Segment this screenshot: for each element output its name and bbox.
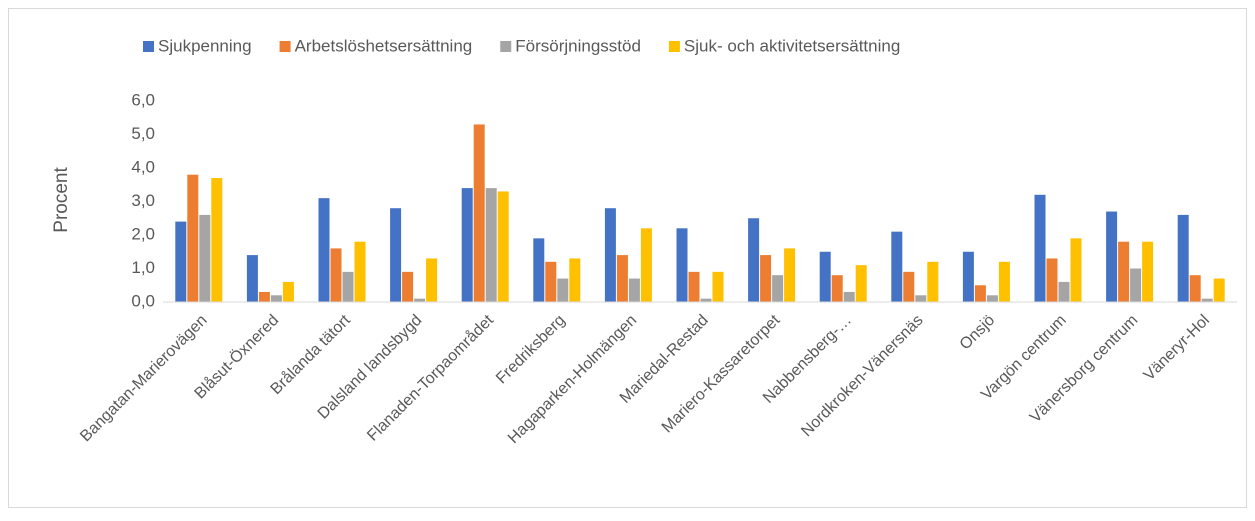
- bar: [282, 281, 294, 302]
- bar: [1118, 241, 1130, 302]
- bar: [616, 255, 628, 302]
- bar: [700, 298, 712, 302]
- bar: [1046, 258, 1058, 302]
- legend-swatch: [500, 41, 512, 52]
- bar: [1142, 241, 1154, 302]
- bar: [1106, 211, 1118, 302]
- bar: [175, 221, 187, 302]
- bar: [1201, 298, 1213, 302]
- bar: [772, 275, 784, 302]
- bar: [819, 251, 831, 302]
- bar: [1130, 268, 1142, 302]
- bar: [748, 218, 760, 302]
- bar: [1058, 281, 1070, 302]
- bar: [604, 208, 616, 302]
- bar: [1189, 275, 1201, 302]
- bar: [831, 275, 843, 302]
- bar: [485, 188, 497, 302]
- bar: [402, 271, 414, 302]
- legend-swatch: [279, 41, 291, 52]
- y-tick-label: 1,0: [131, 258, 155, 277]
- bar: [688, 271, 700, 302]
- legend-label: Sjukpenning: [158, 36, 252, 55]
- bar: [986, 295, 998, 302]
- bar: [187, 174, 199, 302]
- y-tick-label: 3,0: [131, 191, 155, 210]
- bar: [318, 198, 330, 302]
- bar: [712, 271, 724, 302]
- bar: [199, 214, 211, 302]
- bar: [569, 258, 581, 302]
- bar: [927, 261, 939, 302]
- bar: [974, 285, 986, 302]
- bar: [891, 231, 903, 302]
- bar: [426, 258, 438, 302]
- bar: [557, 278, 569, 302]
- bar: [915, 295, 927, 302]
- bar: [258, 291, 270, 302]
- bar: [270, 295, 282, 302]
- bar: [855, 265, 867, 302]
- bar: [843, 291, 855, 302]
- y-tick-label: 6,0: [131, 90, 155, 109]
- bar: [414, 298, 426, 302]
- bar: [1213, 278, 1225, 302]
- bar: [461, 188, 473, 302]
- legend-swatch: [143, 41, 154, 52]
- bar: [640, 228, 652, 302]
- legend-label: Arbetslöshetsersättning: [295, 36, 473, 55]
- y-tick-label: 2,0: [131, 224, 155, 243]
- bar: [1034, 194, 1046, 302]
- bar: [784, 248, 796, 302]
- bar: [211, 178, 223, 302]
- legend-label: Sjuk- och aktivitetsersättning: [684, 36, 900, 55]
- bar: [760, 255, 772, 302]
- bar: [473, 124, 485, 302]
- legend-swatch: [668, 41, 680, 52]
- bar: [497, 191, 509, 302]
- bar: [962, 251, 974, 302]
- bar: [676, 228, 688, 302]
- y-tick-label: 0,0: [131, 291, 155, 310]
- y-tick-label: 5,0: [131, 124, 155, 143]
- bar: [342, 271, 354, 302]
- bar: [998, 261, 1010, 302]
- y-tick-label: 4,0: [131, 157, 155, 176]
- bar: [903, 271, 915, 302]
- bar: [354, 241, 366, 302]
- legend-label: Försörjningsstöd: [515, 36, 641, 55]
- bar: [545, 261, 557, 302]
- bar: [246, 255, 258, 302]
- bar: [628, 278, 640, 302]
- bar: [533, 238, 545, 302]
- bar: [1177, 214, 1189, 302]
- bar: [330, 248, 342, 302]
- bar: [1070, 238, 1082, 302]
- y-axis-label: Procent: [51, 167, 72, 233]
- bar: [390, 208, 402, 302]
